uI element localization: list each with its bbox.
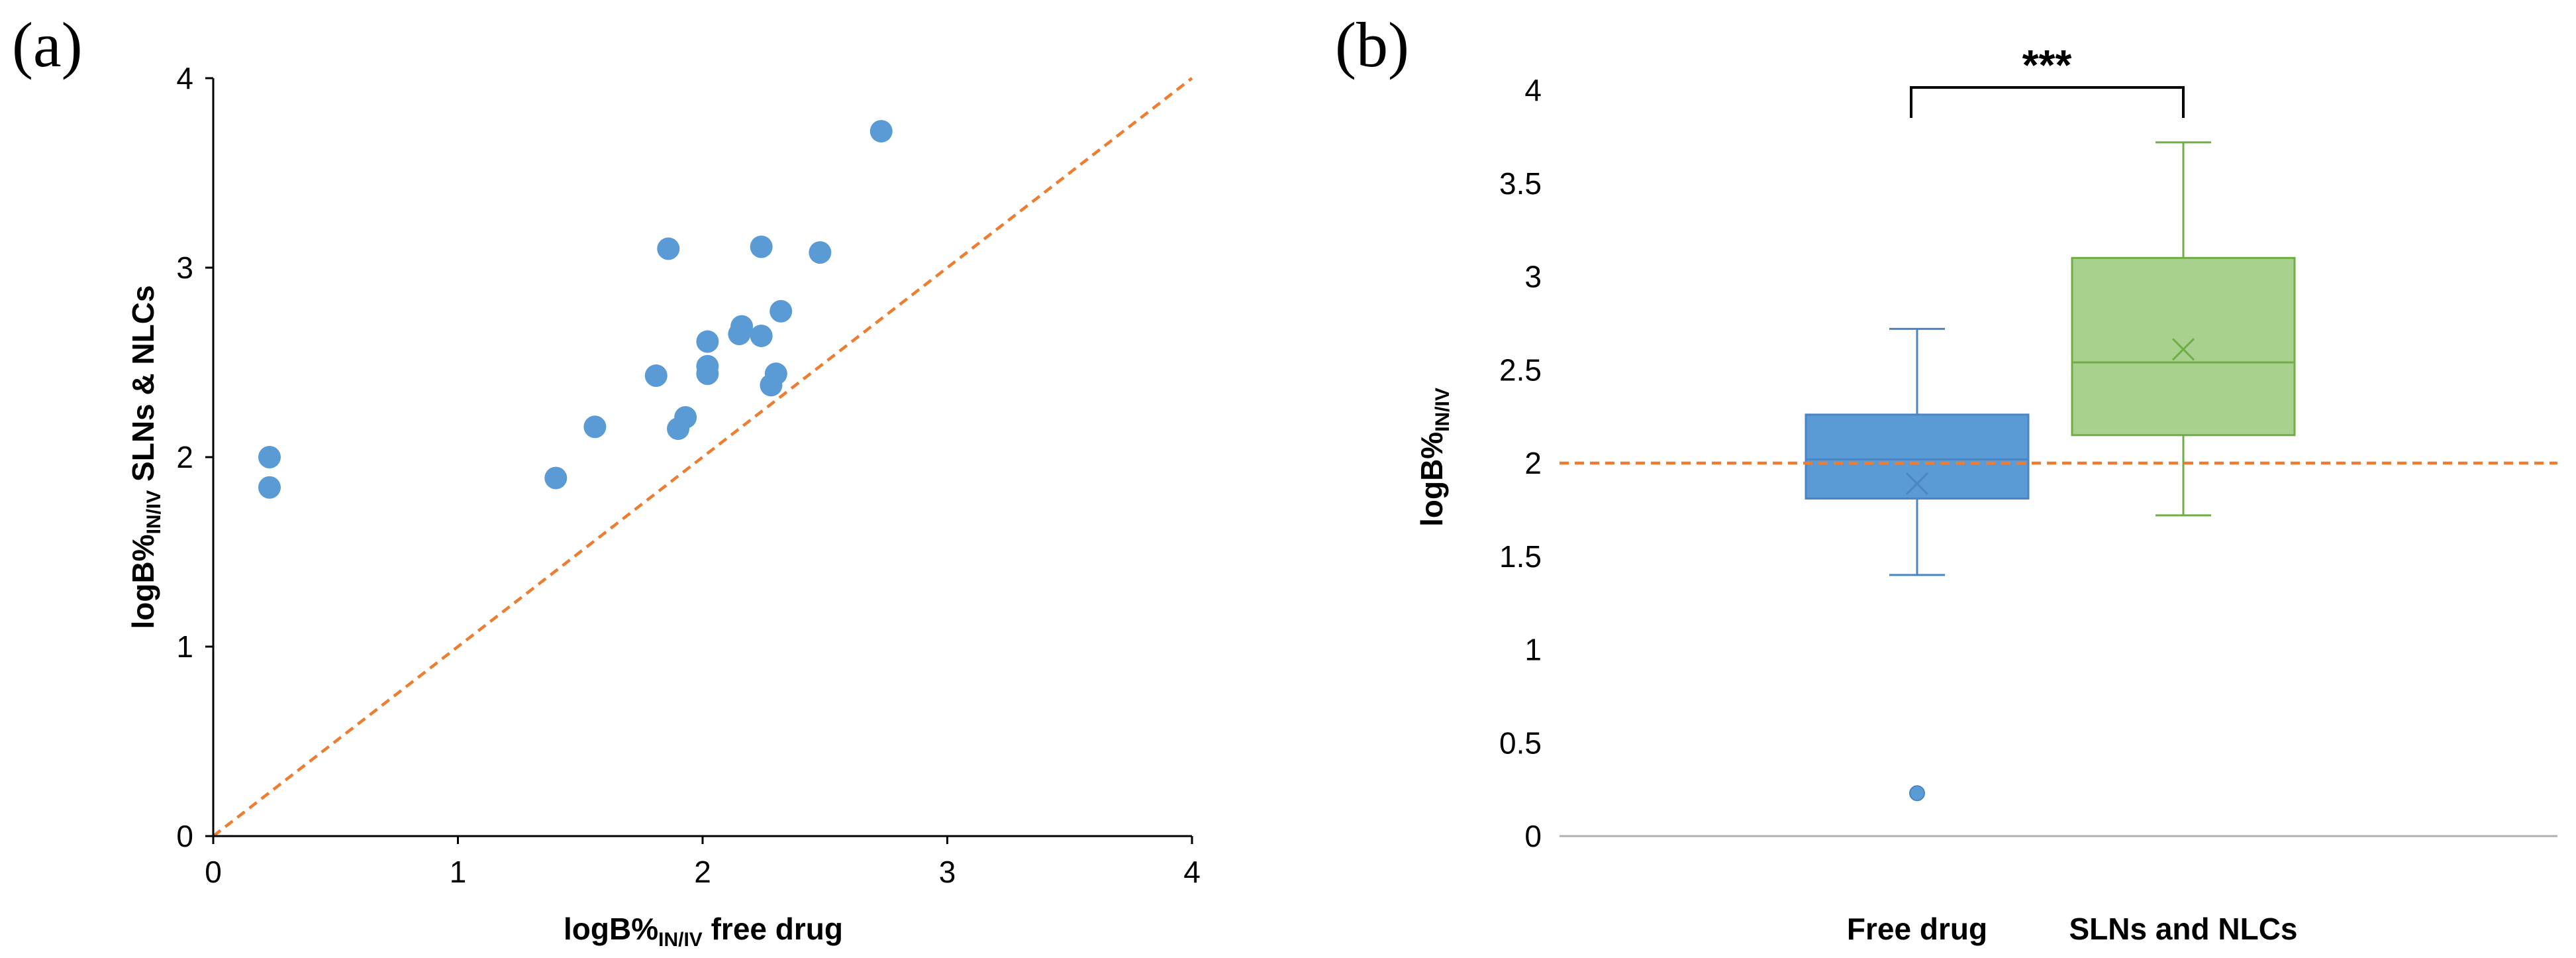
y-tick-label: 0 <box>176 819 193 853</box>
mean-marker <box>2171 338 2195 361</box>
scatter-point <box>764 362 787 386</box>
y-tick-label: 2.5 <box>1499 352 1542 387</box>
y-tick-label: 0.5 <box>1499 725 1542 760</box>
scatter-point <box>730 315 754 338</box>
scatter-point <box>696 362 719 386</box>
scatter-point <box>674 405 697 429</box>
y-tick-label: 1 <box>1524 633 1542 667</box>
y-axis-label: logB%IN/IV SLNs & NLCs <box>126 285 165 629</box>
y-tick-label: 1.5 <box>1499 539 1542 574</box>
y-tick-label: 3 <box>176 250 193 285</box>
x-tick-label: 3 <box>939 855 956 889</box>
y-tick-label: 3 <box>1524 260 1542 294</box>
box-plot-group <box>2071 141 2296 517</box>
data-points <box>258 120 893 499</box>
scatter-point <box>258 476 281 499</box>
y-tick-label: 4 <box>176 61 193 95</box>
x-tick-label: 2 <box>694 855 711 889</box>
scatter-point <box>583 415 607 439</box>
scatter-point <box>869 120 893 143</box>
scatter-point <box>769 299 793 323</box>
y-tick-label: 4 <box>1524 73 1542 107</box>
category-label-slns-nlcs: SLNs and NLCs <box>2069 912 2297 946</box>
x-tick-label: 4 <box>1183 855 1201 889</box>
panel-label-b: (b) <box>1335 9 1409 80</box>
scatter-point <box>696 330 719 353</box>
scatter-point <box>750 324 773 347</box>
x-tick-label: 1 <box>450 855 467 889</box>
box-plots <box>1805 141 2296 802</box>
identity-line <box>212 77 1193 837</box>
iqr-box <box>1805 413 2030 500</box>
boxplot-panel: (b) 0 0.5 1 1.5 2 2.5 3 3.5 4 *** Free drug SLNs… <box>1335 9 2557 946</box>
scatter-point <box>258 446 281 468</box>
identity-reference-line <box>212 77 1193 837</box>
scatter-point <box>644 364 668 388</box>
x-ticks: 0 1 2 3 4 <box>205 836 1201 889</box>
scatter-panel: (a) 0 1 2 3 4 0 1 2 3 4 logB%IN/IV free drug log… <box>12 9 1201 951</box>
scatter-point <box>750 235 773 258</box>
x-tick-label: 0 <box>205 855 222 889</box>
scatter-point <box>809 241 832 264</box>
category-label-free-drug: Free drug <box>1847 912 1987 946</box>
bracket-line <box>1910 86 2185 118</box>
mean-marker <box>1905 472 1929 496</box>
scatter-point <box>544 466 568 490</box>
outlier-point <box>1909 785 1925 802</box>
y-tick-label: 1 <box>176 629 193 664</box>
significance-bracket: *** <box>1910 41 2185 118</box>
y-tick-label: 2 <box>1524 446 1542 480</box>
x-axis-label: logB%IN/IV free drug <box>564 912 843 951</box>
y-tick-labels: 0 0.5 1 1.5 2 2.5 3 3.5 4 <box>1499 73 1542 853</box>
y-tick-label: 2 <box>176 440 193 474</box>
scatter-point <box>657 237 680 260</box>
y-axis-label: logB%IN/IV <box>1414 388 1454 527</box>
y-tick-label: 0 <box>1524 819 1542 853</box>
panel-label-a: (a) <box>12 9 83 80</box>
significance-label: *** <box>2022 41 2072 89</box>
y-ticks: 0 1 2 3 4 <box>176 61 213 853</box>
box-plot-group <box>1805 327 2030 802</box>
iqr-box <box>2071 256 2296 437</box>
y-tick-label: 3.5 <box>1499 166 1542 201</box>
